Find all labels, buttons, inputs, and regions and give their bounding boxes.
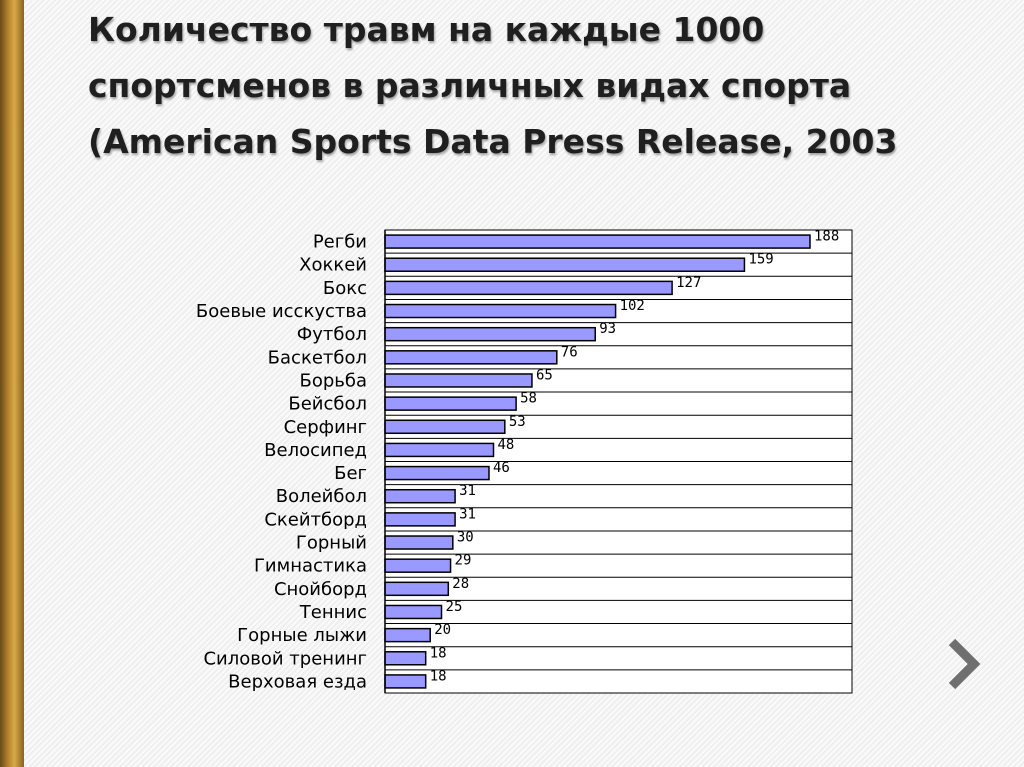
bar-11 [384,465,490,481]
value-label: 31 [459,506,476,522]
bar-5 [384,326,596,342]
bar-8 [384,396,517,411]
value-label: 48 [498,437,515,453]
bar-12 [384,488,456,504]
bar-20 [384,674,427,689]
bar-19 [384,651,427,666]
category-label: Бейсбол [288,394,367,415]
bars [384,234,811,689]
value-label: 159 [748,252,773,268]
value-label: 76 [561,344,578,360]
bar-15 [384,558,452,573]
bar-13 [384,512,456,527]
bar-18 [384,627,431,643]
value-label: 31 [459,483,476,499]
bar-4 [384,303,617,319]
title-line-3: (American Sports Data Press Release, 200… [88,122,898,161]
category-label: Горный [296,533,367,554]
bar-7 [384,373,533,388]
bar-3 [384,280,673,296]
value-label: 127 [676,275,701,291]
category-label: Футбол [297,324,367,345]
category-label: Боевые исскуства [196,301,367,322]
bar-17 [384,604,443,620]
bar-2 [384,257,746,272]
value-label: 30 [457,530,474,546]
category-label: Бег [334,463,367,484]
bar-9 [384,419,506,435]
value-label: 53 [509,414,526,430]
value-label: 18 [430,645,447,661]
bar-16 [384,581,450,597]
category-label: Борьба [299,370,367,391]
value-label: 25 [446,599,463,615]
category-label: Силовой тренинг [203,648,367,669]
category-label: Снойборд [274,579,367,600]
category-label: Теннис [299,602,367,623]
category-label: Гимнастика [254,556,367,577]
title-line-1: Количество травм на каждые 1000 [88,10,765,49]
category-label: Бокс [323,278,367,299]
value-label: 18 [430,668,447,684]
decorative-side-bar [0,0,24,767]
value-label: 29 [455,553,472,569]
category-label: Регби [313,232,367,253]
category-label: Серфинг [284,417,367,438]
bar-14 [384,535,454,550]
value-label: 188 [814,229,839,245]
slide-title: Количество травм на каждые 1000 спортсме… [88,2,988,170]
category-label: Горные лыжи [237,625,367,646]
value-label: 65 [536,367,553,383]
value-label: 93 [599,321,616,337]
category-label: Хоккей [299,255,367,276]
title-line-2: спортсменов в различных видах спорта [88,66,852,105]
value-label: 28 [452,576,469,592]
value-label: 58 [520,391,537,407]
category-label: Баскетбол [268,347,367,368]
value-label: 102 [620,298,645,314]
bar-10 [384,442,495,458]
bar-1 [384,234,811,249]
category-label: Велосипед [264,440,367,461]
value-label: 20 [434,622,451,638]
chevron-right-icon[interactable] [940,636,984,692]
grid-lines [385,252,852,671]
category-label: Скейтборд [264,509,367,530]
category-label: Верховая езда [228,671,367,692]
category-label: Волейбол [276,486,367,507]
value-label: 46 [493,460,510,476]
bar-6 [384,350,558,365]
